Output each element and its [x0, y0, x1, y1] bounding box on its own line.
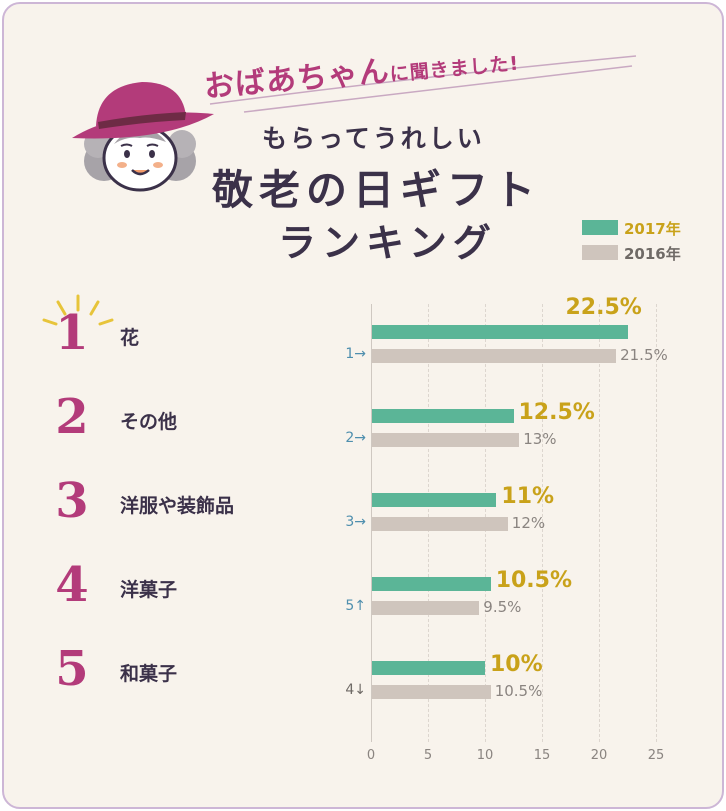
- gridline: [656, 304, 657, 742]
- rank-number: 3: [55, 473, 89, 529]
- previous-rank: 4↓: [326, 682, 366, 698]
- arrow-right-icon: →: [354, 430, 366, 446]
- value-label-2017: 22.5%: [565, 295, 642, 320]
- value-label-2017: 12.5%: [518, 400, 595, 425]
- legend-swatch-2016: [582, 245, 618, 260]
- bar-2016: [371, 517, 508, 531]
- previous-rank: 2→: [326, 430, 366, 446]
- x-tick-label: 10: [476, 748, 494, 763]
- grandmother-illustration: [72, 82, 214, 192]
- rank-number: 4: [55, 557, 89, 613]
- legend-label-2016: 2016年: [624, 245, 681, 263]
- previous-rank: 5↑: [326, 598, 366, 614]
- previous-rank-number: 1: [345, 346, 355, 362]
- arrow-up-icon: ↑: [354, 598, 366, 614]
- decorative-swoosh: [209, 55, 637, 113]
- bar-2017: [371, 325, 628, 339]
- value-label-2016: 12%: [511, 514, 546, 532]
- previous-rank-number: 2: [345, 430, 355, 446]
- category-label: その他: [120, 411, 178, 433]
- rank-number: 1: [55, 305, 89, 361]
- category-label: 和菓子: [120, 663, 178, 685]
- page-title-line2: ランキング: [278, 221, 497, 265]
- legend-swatch-2017: [582, 220, 618, 235]
- previous-rank: 3→: [326, 514, 366, 530]
- value-label-2016: 21.5%: [620, 346, 668, 364]
- lead-text: もらってうれしい: [262, 124, 485, 153]
- bar-2017: [371, 661, 485, 675]
- rank-number: 5: [55, 641, 89, 697]
- legend-label-2017: 2017年: [624, 220, 681, 238]
- category-label: 花: [120, 327, 140, 349]
- x-tick-label: 5: [423, 748, 433, 763]
- arrow-right-icon: →: [354, 346, 366, 362]
- axis-line: [371, 304, 372, 742]
- previous-rank-number: 4: [345, 682, 355, 698]
- value-label-2016: 13%: [523, 430, 557, 448]
- value-label-2016: 9.5%: [483, 598, 522, 616]
- bar-2016: [371, 685, 491, 699]
- arrow-down-icon: ↓: [354, 682, 366, 698]
- page-title: 敬老の日ギフト: [212, 166, 541, 214]
- category-label: 洋菓子: [120, 579, 178, 601]
- previous-rank-number: 3: [345, 514, 355, 530]
- bar-2016: [371, 601, 480, 615]
- x-tick-label: 0: [366, 748, 376, 763]
- sparkle-icon: [42, 294, 114, 326]
- bar-2017: [371, 409, 514, 423]
- category-label: 洋服や装飾品: [120, 495, 235, 517]
- bar-2017: [371, 577, 491, 591]
- gridline: [542, 304, 543, 742]
- gridline: [599, 304, 600, 742]
- value-label-2017: 10.5%: [495, 568, 573, 593]
- x-tick-label: 25: [647, 748, 665, 763]
- previous-rank: 1→: [326, 346, 366, 362]
- x-tick-label: 15: [533, 748, 551, 763]
- value-label-2017: 10%: [490, 652, 543, 677]
- arrow-right-icon: →: [354, 514, 366, 530]
- value-label-2017: 11%: [501, 484, 555, 509]
- bar-2016: [371, 433, 520, 447]
- previous-rank-number: 5: [345, 598, 355, 614]
- bar-2016: [371, 349, 617, 363]
- x-tick-label: 20: [590, 748, 608, 763]
- bar-2017: [371, 493, 497, 507]
- value-label-2016: 10.5%: [494, 682, 543, 700]
- rank-number: 2: [55, 389, 89, 445]
